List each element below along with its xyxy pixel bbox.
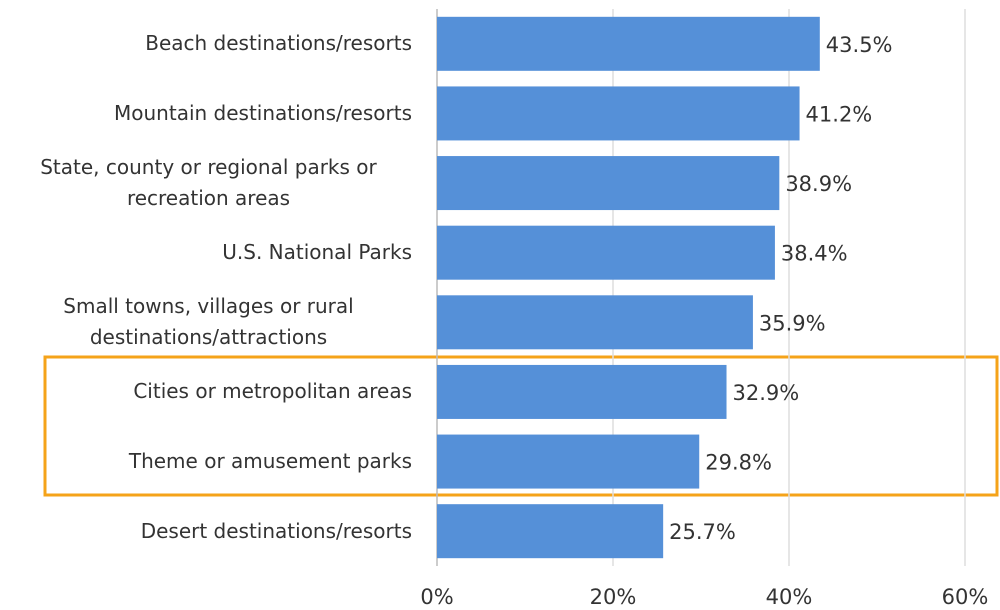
bar [437,156,780,211]
category-text: Mountain destinations/resorts [114,100,412,125]
category-label: Small towns, villages or rural destinati… [5,288,412,358]
category-text: U.S. National Parks [222,240,412,265]
bar [437,295,753,350]
bar [437,86,800,141]
value-label: 41.2% [806,102,873,126]
value-label: 35.9% [759,311,826,335]
x-tick-label: 20% [590,585,637,609]
category-label: Beach destinations/resorts [5,9,412,79]
category-label: U.S. National Parks [5,218,412,288]
category-label: Mountain destinations/resorts [5,79,412,149]
value-label: 32.9% [733,381,800,405]
category-text: Desert destinations/resorts [140,518,412,543]
value-label: 43.5% [826,33,893,57]
value-label: 38.4% [781,242,848,266]
category-label: Cities or metropolitan areas [5,357,412,427]
value-label: 25.7% [669,520,736,544]
bar [437,434,700,489]
highlight-box [43,355,999,497]
category-label: State, county or regional parks or recre… [5,148,412,218]
x-tick-label: 60% [942,585,989,609]
category-text: Small towns, villages or rural destinati… [63,294,354,350]
x-tick-label: 40% [766,585,813,609]
category-text: Beach destinations/resorts [145,31,412,56]
value-label: 38.9% [785,172,852,196]
value-label: 29.8% [705,451,772,475]
bar [437,225,775,280]
bar [437,504,664,559]
bar [437,16,820,71]
category-label: Desert destinations/resorts [5,496,412,566]
category-label: Theme or amusement parks [5,427,412,497]
category-text: State, county or regional parks or recre… [40,155,377,211]
category-text: Theme or amusement parks [128,449,412,474]
x-tick-label: 0% [420,585,453,609]
category-text: Cities or metropolitan areas [133,379,412,404]
bar [437,364,727,419]
